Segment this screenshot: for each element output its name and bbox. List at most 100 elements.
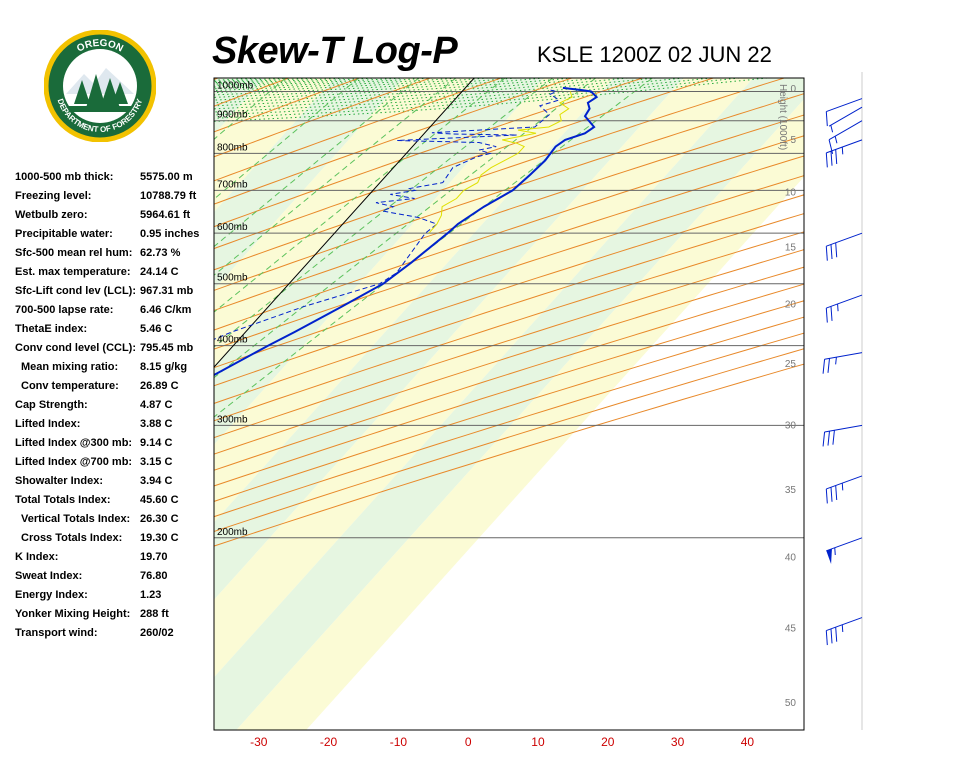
index-value: 6.46 C/km xyxy=(140,304,192,316)
wind-barb xyxy=(825,475,863,504)
index-label: 700-500 lapse rate: xyxy=(15,304,114,316)
dry-adiabat xyxy=(214,78,714,250)
height-tick-label: 10 xyxy=(785,188,797,199)
barb-half-flag xyxy=(841,147,844,155)
dry-adiabat xyxy=(214,78,785,271)
index-value: 76.80 xyxy=(140,570,168,582)
barb-flag xyxy=(825,630,828,646)
index-value: 8.15 g/kg xyxy=(140,361,188,373)
index-row: Lifted Index @300 mb: 9.14 C xyxy=(15,434,215,453)
index-row: ThetaE index: 5.46 C xyxy=(15,320,215,339)
index-label: Sfc-Lift cond lev (LCL): xyxy=(15,285,136,297)
barb-half-flag xyxy=(834,136,838,144)
mixing-ratio-line xyxy=(214,78,554,348)
pressure-label: 800mb xyxy=(217,142,248,153)
barb-flag xyxy=(825,488,828,504)
isotherms xyxy=(214,78,475,368)
barb-shaft xyxy=(826,98,863,113)
barb-flag xyxy=(825,246,828,261)
barb-half-flag xyxy=(841,624,844,633)
index-value: 9.14 C xyxy=(140,437,173,449)
barb-half-flag xyxy=(841,483,844,491)
index-label: ThetaE index: xyxy=(15,323,88,335)
height-tick-label: 35 xyxy=(785,485,797,496)
height-tick-label: 40 xyxy=(785,553,797,564)
barb-shaft xyxy=(826,537,863,552)
temperature-tick-label: 20 xyxy=(601,735,615,749)
index-value: 19.30 C xyxy=(140,532,179,544)
freezing-isotherm xyxy=(214,78,475,368)
index-row: Freezing level: 10788.79 ft xyxy=(15,187,215,206)
dewpoint-trace xyxy=(214,89,561,340)
index-row: 700-500 lapse rate: 6.46 C/km xyxy=(15,301,215,320)
index-row: Total Totals Index: 45.60 C xyxy=(15,491,215,510)
mixing-ratio-line xyxy=(214,78,597,379)
dry-adiabat xyxy=(214,300,804,487)
height-tick-label: 20 xyxy=(785,299,797,310)
temperature-tick-label: 30 xyxy=(671,735,685,749)
tree-icon xyxy=(74,80,90,104)
index-label: Freezing level: xyxy=(15,190,92,202)
barb-half-flag xyxy=(835,357,837,365)
temperature-band xyxy=(214,78,754,678)
wind-barb xyxy=(825,232,863,261)
index-row: Lifted Index @700 mb: 3.15 C xyxy=(15,453,215,472)
axis-labels: 1000mb 900mb 800mb 700mb 600mb 500mb 400mb 300m… xyxy=(217,81,754,749)
index-value: 24.14 C xyxy=(140,266,179,278)
mixing-ratio-label: 5 xyxy=(83,406,96,417)
barb-flag xyxy=(827,358,830,373)
index-row: Lifted Index: 3.88 C xyxy=(15,415,215,434)
barb-half-flag xyxy=(830,125,834,133)
index-row: Vertical Totals Index: 26.30 C xyxy=(15,510,215,529)
index-label: K Index: xyxy=(15,551,59,563)
height-tick-label: 50 xyxy=(785,698,797,709)
index-row: Conv temperature: 26.89 C xyxy=(15,377,215,396)
index-value: 3.15 C xyxy=(140,456,173,468)
index-row: Cross Totals Index: 19.30 C xyxy=(15,529,215,548)
sounding-traces xyxy=(214,86,599,377)
barb-flag xyxy=(825,152,828,168)
barb-flag xyxy=(830,487,833,502)
dry-adiabat xyxy=(214,316,804,502)
barb-half-flag xyxy=(834,547,836,556)
barb-flag xyxy=(822,359,826,374)
temperature-bands xyxy=(0,78,804,730)
temperature-band xyxy=(214,78,684,600)
barb-flag xyxy=(830,306,833,321)
logo-top-text: OREGON xyxy=(75,38,125,55)
index-value: 5575.00 m xyxy=(140,171,193,183)
barb-shaft xyxy=(826,139,863,154)
index-label: Precipitable water: xyxy=(15,228,113,240)
temperature-tick-label: -30 xyxy=(250,735,268,749)
dry-adiabat xyxy=(214,155,804,350)
temperature-tick-label: 10 xyxy=(531,735,545,749)
index-value: 10788.79 ft xyxy=(140,190,197,202)
dry-adiabat xyxy=(214,78,360,133)
height-tick-label: 15 xyxy=(785,243,797,254)
index-row: Sfc-500 mean rel hum: 62.73 % xyxy=(15,244,215,263)
index-row: 1000-500 mb thick: 5575.00 m xyxy=(15,168,215,187)
height-tick-label: 25 xyxy=(785,359,797,370)
height-tick-label: 45 xyxy=(785,623,797,634)
stability-indices-panel: 1000-500 mb thick: 5575.00 m Freezing leve… xyxy=(15,168,215,643)
pressure-label: 200mb xyxy=(217,527,248,538)
plot-frame xyxy=(213,77,805,731)
barb-flag xyxy=(830,244,833,260)
index-row: Conv cond level (CCL): 795.45 mb xyxy=(15,339,215,358)
index-label: Yonker Mixing Height: xyxy=(15,608,131,620)
tree-icon xyxy=(86,74,106,108)
temperature-band xyxy=(0,78,125,730)
dry-adiabat xyxy=(214,135,804,331)
index-label: Lifted Index @700 mb: xyxy=(15,456,133,468)
dry-adiabat xyxy=(214,175,804,369)
mixing-ratio-label: 2 xyxy=(7,406,20,417)
barb-shaft xyxy=(826,232,863,247)
barb-flag xyxy=(825,111,828,127)
index-row: Sfc-Lift cond lev (LCL): 967.31 mb xyxy=(15,282,215,301)
temperature-tick-label: -10 xyxy=(390,735,408,749)
barb-shaft xyxy=(826,617,863,632)
pressure-label: 700mb xyxy=(217,179,248,190)
index-value: 62.73 % xyxy=(140,247,181,259)
mixing-ratio-label: 3 xyxy=(40,406,53,417)
index-row: Precipitable water: 0.95 inches xyxy=(15,225,215,244)
